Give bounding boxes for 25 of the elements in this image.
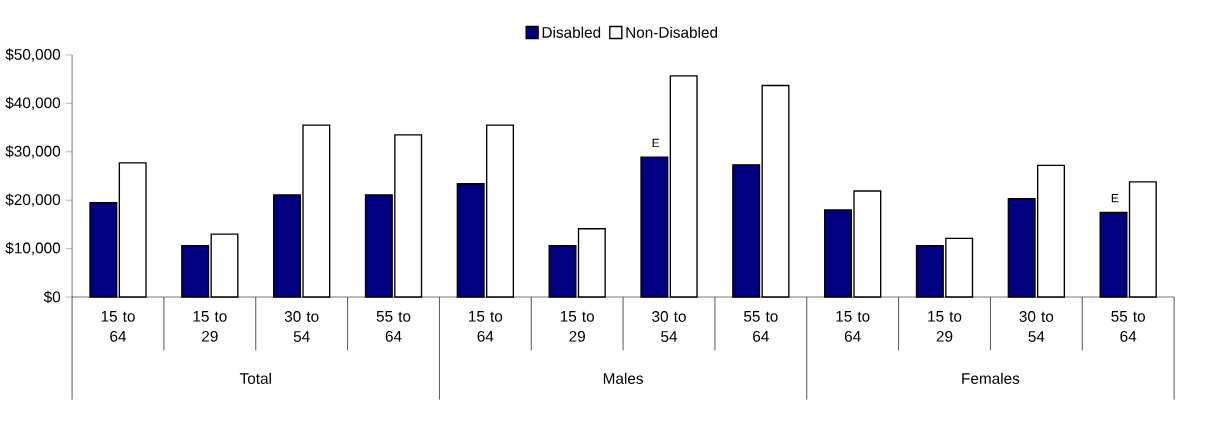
data-label: E [652, 138, 660, 148]
y-tick-label: $30,000 [5, 145, 61, 159]
x-tick-label: 15 to 64 [469, 311, 503, 342]
data-label: E [1111, 194, 1119, 203]
x-tick-label: 15 to 29 [560, 311, 594, 342]
text: Males [603, 372, 643, 384]
x-tick-label: 55 to 64 [376, 311, 411, 342]
x-tick-label: 30 to 54 [652, 311, 686, 342]
y-tick-label: $0 [43, 290, 61, 304]
x-tick-label: 15 to 64 [101, 311, 135, 342]
x-tick-label: 30 to 54 [284, 311, 319, 342]
y-tick-label: $20,000 [5, 193, 61, 207]
x-tick-label: 30 to 54 [1019, 311, 1054, 342]
y-tick-label: $40,000 [5, 96, 61, 111]
text: Total [239, 372, 271, 384]
x-tick-label: 15 to 64 [836, 311, 870, 342]
y-tick-label: $50,000 [5, 48, 61, 62]
x-tick-label: 55 to 64 [743, 311, 778, 342]
legend-label: Non-Disabled [626, 26, 718, 38]
y-tick-label: $10,000 [5, 241, 61, 256]
x-tick-label: 15 to 29 [928, 311, 962, 342]
x-tick-label: 15 to 29 [193, 311, 227, 342]
x-tick-label: 55 to 64 [1111, 311, 1145, 342]
text: Females [962, 372, 1020, 384]
legend-label: Disabled [542, 26, 601, 38]
